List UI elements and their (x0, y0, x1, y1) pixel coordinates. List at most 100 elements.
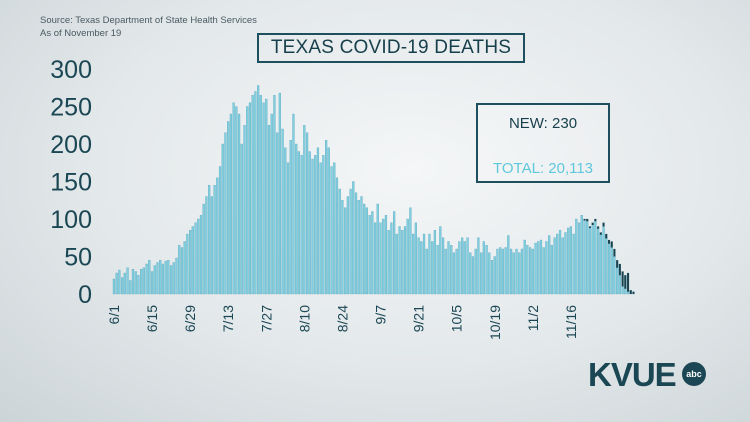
bar (286, 162, 290, 295)
bar (515, 248, 518, 295)
bar (137, 275, 140, 295)
bar (115, 272, 118, 295)
bar (327, 147, 330, 295)
bar (368, 215, 371, 295)
bar (550, 245, 553, 295)
bar (284, 147, 287, 295)
bar (490, 260, 494, 295)
bar (580, 215, 583, 295)
bar (441, 237, 445, 295)
bar (466, 237, 469, 295)
bar (338, 188, 341, 295)
bar (221, 143, 224, 295)
bar (569, 226, 573, 295)
x-tick-label: 10/5 (449, 305, 465, 332)
bar (169, 265, 173, 295)
bar (534, 242, 537, 295)
x-tick-label: 6/1 (106, 305, 122, 325)
bar (265, 98, 268, 295)
bar (371, 211, 374, 295)
bar (199, 215, 203, 295)
logo-text: KVUE (588, 356, 677, 393)
y-tick-label: 250 (50, 94, 92, 122)
bar (145, 263, 148, 295)
bar (406, 218, 409, 295)
bar (542, 247, 545, 295)
bar-recent-tip (632, 291, 635, 294)
x-tick-label: 11/16 (563, 305, 579, 339)
bar (588, 226, 592, 295)
bar (390, 222, 393, 295)
bar (208, 185, 211, 295)
bar (308, 151, 311, 295)
bar (382, 218, 385, 295)
bar-recent-tip (627, 273, 629, 292)
bar (412, 233, 415, 295)
bar (455, 248, 458, 295)
bar (518, 252, 521, 295)
bar (564, 232, 567, 295)
bar (216, 177, 219, 295)
bar (150, 271, 154, 295)
x-tick-label: 11/2 (525, 305, 541, 331)
bar (379, 222, 382, 295)
bar (436, 245, 439, 295)
bar (545, 241, 548, 295)
bar (297, 151, 301, 295)
x-axis: 6/1 6/15 6/29 7/13 7/27 8/10 8/24 9/7 9/21 10/5 10… (106, 305, 579, 340)
bar (202, 203, 205, 295)
bar (341, 200, 344, 295)
bar (360, 196, 363, 295)
bar (172, 262, 175, 295)
bar (480, 252, 483, 295)
bar (610, 241, 613, 295)
bar (246, 106, 249, 295)
bar (482, 241, 485, 295)
bar (129, 280, 132, 295)
bar (289, 140, 292, 295)
bar (414, 222, 417, 295)
bar (205, 196, 208, 295)
bar (444, 248, 447, 295)
bar (276, 132, 279, 295)
bar (159, 260, 162, 295)
bar-recent-tip (599, 232, 602, 235)
bar-recent-tip (594, 219, 597, 222)
bar (140, 269, 143, 295)
bar (523, 239, 526, 295)
bar (189, 230, 192, 295)
bar (191, 226, 194, 295)
bar (267, 125, 271, 295)
bar (235, 106, 238, 295)
y-tick-label: 100 (50, 206, 92, 234)
bar (529, 247, 532, 295)
bar (161, 263, 165, 295)
bar-recent-tip (591, 222, 594, 225)
x-tick-label: 6/29 (182, 305, 198, 332)
bar (118, 269, 121, 295)
bar (539, 239, 543, 295)
abc-badge: abc (682, 362, 706, 386)
bar (300, 155, 303, 295)
bar-recent-tip (586, 219, 589, 222)
bar (450, 245, 453, 295)
bar (175, 257, 178, 295)
bar (292, 113, 295, 295)
bar (395, 233, 398, 295)
bar (363, 203, 366, 295)
bar (583, 218, 586, 295)
bar (398, 226, 401, 295)
chart-title: TEXAS COVID-19 DEATHS (257, 33, 525, 63)
bar (493, 256, 496, 295)
bar (156, 262, 159, 295)
bar (121, 277, 124, 295)
bar (305, 132, 309, 295)
bar (232, 102, 235, 295)
bar (186, 233, 189, 295)
x-tick-label: 10/19 (487, 305, 503, 340)
x-tick-label: 7/13 (220, 305, 236, 332)
bar (316, 147, 320, 295)
bar (553, 237, 556, 295)
bar (439, 226, 442, 295)
